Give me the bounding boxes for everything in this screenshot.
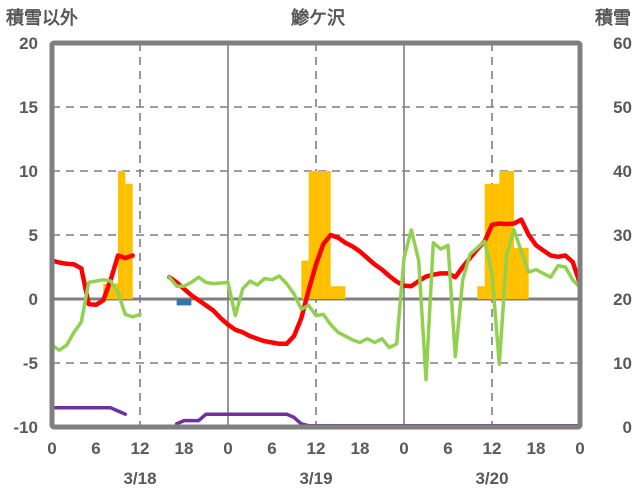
orange-bars — [330, 286, 338, 299]
chart-title: 鯵ケ沢 — [291, 8, 345, 28]
right-axis-tick-label: 60 — [613, 34, 632, 53]
orange-bars — [308, 171, 316, 299]
blue-bars — [176, 299, 184, 306]
left-axis-tick-label: -10 — [13, 418, 38, 437]
orange-bars — [492, 183, 500, 299]
right-axis-title: 積雪 — [595, 8, 631, 28]
x-axis-tick-label: 0 — [47, 439, 56, 458]
x-axis-tick-label: 6 — [443, 439, 452, 458]
x-axis-tick-label: 18 — [351, 439, 370, 458]
right-axis-tick-label: 40 — [613, 162, 632, 181]
left-axis-tick-label: -5 — [23, 354, 38, 373]
right-axis-tick-label: 10 — [613, 354, 632, 373]
green-line — [50, 228, 582, 382]
orange-bars — [323, 171, 331, 299]
x-axis-tick-label: 18 — [175, 439, 194, 458]
plot-frame — [49, 40, 583, 430]
left-axis-tick-label: 10 — [19, 162, 38, 181]
x-axis-tick-label: 0 — [399, 439, 408, 458]
x-axis-tick-label: 0 — [223, 439, 232, 458]
left-axis-tick-label: 20 — [19, 34, 38, 53]
orange-bars — [338, 286, 346, 299]
left-axis-tick-label: 0 — [29, 290, 38, 309]
orange-bars — [477, 286, 485, 299]
x-axis-tick-label: 12 — [131, 439, 150, 458]
x-axis-tick-label: 6 — [267, 439, 276, 458]
blue-bars — [184, 299, 192, 306]
orange-bars — [521, 247, 529, 299]
right-axis-tick-label: 20 — [613, 290, 632, 309]
left-axis-tick-label: 15 — [19, 98, 38, 117]
x-axis-tick-label: 18 — [527, 439, 546, 458]
x-axis-tick-label: 0 — [575, 439, 584, 458]
x-axis-day-label: 3/19 — [299, 469, 332, 488]
x-axis-tick-label: 12 — [307, 439, 326, 458]
left-axis-tick-label: 5 — [29, 226, 38, 245]
orange-bars — [125, 183, 133, 299]
orange-bars — [316, 171, 324, 299]
orange-bars — [484, 183, 492, 299]
right-axis-tick-label: 50 — [613, 98, 632, 117]
x-axis-tick-label: 12 — [483, 439, 502, 458]
orange-bars — [118, 171, 126, 299]
orange-bars — [110, 283, 118, 299]
x-axis-day-label: 3/20 — [475, 469, 508, 488]
orange-bars — [301, 260, 309, 299]
orange-bars — [514, 247, 522, 299]
orange-bars — [506, 171, 514, 299]
right-axis-tick-label: 30 — [613, 226, 632, 245]
left-axis-title: 積雪以外 — [6, 8, 78, 28]
x-axis-day-label: 3/18 — [123, 469, 156, 488]
orange-bars — [499, 171, 507, 299]
red-line — [49, 217, 583, 347]
right-axis-tick-label: 0 — [623, 418, 632, 437]
x-axis-tick-label: 6 — [91, 439, 100, 458]
